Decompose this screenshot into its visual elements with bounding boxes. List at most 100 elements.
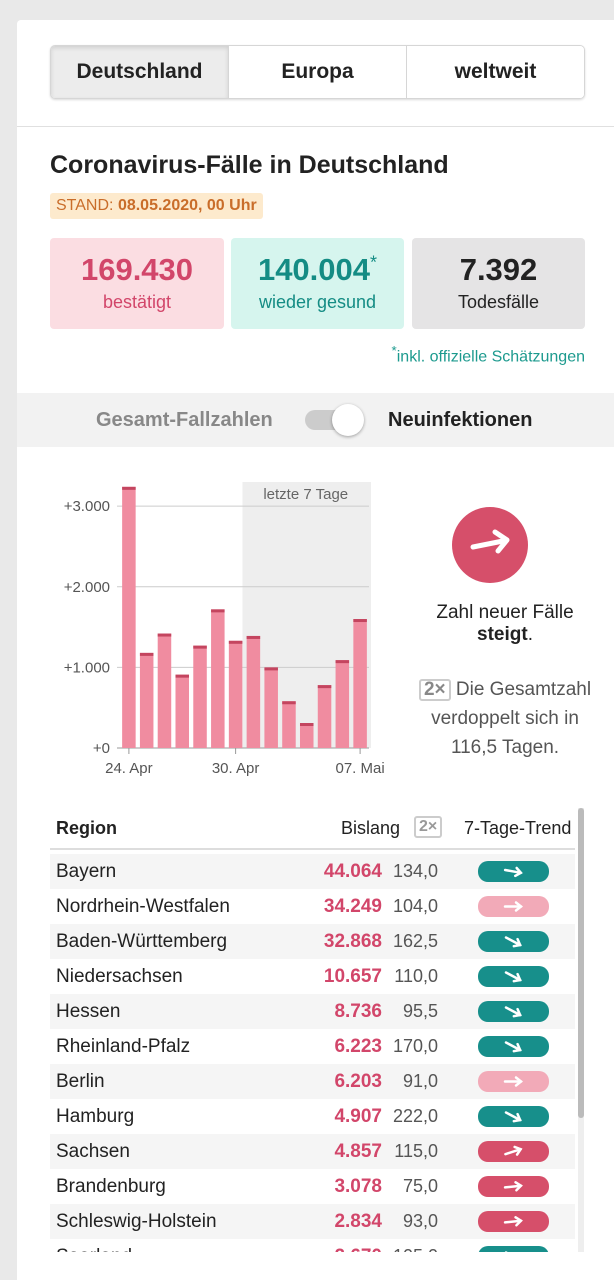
stand-value: 08.05.2020, 00 Uhr [117,197,257,214]
column-header: 7-Tage-Trend [464,818,572,838]
column-header: 2× [414,816,443,838]
stat-mark: * [370,252,378,273]
footnote-text: inkl. offizielle Schätzungen [396,348,585,366]
trend-strong: steigt [477,624,528,645]
bar-cap [246,635,261,639]
column-header: Region [56,818,117,838]
trend-punct: . [527,624,533,645]
doubling-days: 95,5 [402,1001,438,1021]
y-tick-label: +2.000 [64,579,110,596]
stand-badge: STAND: 08.05.2020, 00 Uhr [50,193,263,219]
trend-pill [478,1246,549,1252]
table-row[interactable]: Nordrhein-Westfalen 34.249 104,0 [50,889,575,924]
doubling-badge: 2× [418,679,451,701]
doubling-days: 162,5 [392,931,438,951]
stand-label: STAND: [56,197,114,214]
bar-cap [228,640,243,644]
doubling-days: 105,0 [393,1246,438,1252]
scrollbar[interactable] [578,808,584,1252]
toggle-right[interactable]: Neuinfektionen [388,409,533,431]
stat-deaths: 7.392 Todesfälle [412,238,585,329]
region-name: Sachsen [56,1141,130,1162]
region-name: Hessen [56,1001,121,1022]
region-name: Niedersachsen [56,966,183,987]
trend-pill [478,966,549,987]
trend-pill [478,1211,549,1232]
bar [193,645,207,748]
bar-cap [122,486,136,490]
bar-cap [264,667,278,671]
trend-pill [478,1001,549,1022]
footnote: *inkl. offizielle Schätzungen [392,343,585,366]
stat-label: Todesfälle [457,292,540,312]
card: Deutschland Europa weltweit Coronavirus-… [17,20,614,1280]
bar-cap [211,609,225,613]
bar-cap [299,723,314,727]
trend-pill [478,1071,549,1092]
doubling-days: 93,0 [402,1211,438,1231]
chart: letzte 7 Tage +0 +1.000 +2.000 +3.000 24. Apr… [64,482,385,777]
stat-value: 7.392 [459,252,538,287]
doubling-sentence: Die Gesamtzahl verdoppelt sich in 116,5 … [431,679,592,758]
table-row[interactable]: Niedersachsen 10.657 110,0 [50,959,575,994]
region-name: Baden-Württemberg [56,931,228,952]
y-tick-label: +3.000 [64,498,110,515]
table-row[interactable]: Schleswig-Holstein 2.834 93,0 [50,1204,575,1239]
region-name: Hamburg [56,1106,135,1127]
bar [139,652,154,748]
case-count: 4.907 [334,1106,382,1127]
trend-pill [478,1141,549,1162]
trend-pill [478,861,549,882]
stat-confirmed: 169.430 bestätigt [50,238,224,329]
case-count: 6.203 [334,1071,382,1092]
toggle-left[interactable]: Gesamt-Fallzahlen [96,409,273,431]
table-row[interactable]: Baden-Württemberg 32.868 162,5 [50,924,575,959]
bar [317,685,332,748]
x-tick-label: 07. Mai [336,760,385,777]
tab[interactable]: weltweit [406,46,584,98]
bar-cap [139,652,154,656]
bar [157,633,172,748]
bar [122,486,136,748]
toggle-band: Gesamt-Fallzahlen Neuinfektionen [17,393,614,447]
footnote-mark: * [391,343,397,358]
table-row[interactable]: Sachsen 4.857 115,0 [50,1134,575,1169]
column-header: Bislang [340,818,400,838]
bar-cap [282,701,296,705]
bar [211,609,225,748]
table-row[interactable]: Berlin 6.203 91,0 [50,1064,575,1099]
trend-line: Zahl neuer Fälle [436,602,574,623]
bar [246,635,261,748]
case-count: 2.834 [334,1211,382,1232]
bar [335,660,350,748]
table-row[interactable]: Brandenburg 3.078 75,0 [50,1169,575,1204]
toggle-switch[interactable] [305,404,364,436]
bar [264,667,278,748]
tab[interactable]: Europa [228,46,406,98]
table-row[interactable]: Hamburg 4.907 222,0 [50,1099,575,1134]
bar [282,701,296,748]
y-tick-label: +1.000 [64,659,110,676]
trend-pill [478,931,549,952]
stat-value: 169.430 [80,252,194,287]
table-row[interactable]: Bayern 44.064 134,0 [50,854,575,889]
region-name: Berlin [56,1071,105,1092]
bar-cap [157,633,172,637]
table-row[interactable]: Saarland 2.670 105,0 [50,1239,575,1252]
table-row[interactable]: Rheinland-Pfalz 6.223 170,0 [50,1029,575,1064]
title: Coronavirus-Fälle in Deutschland [50,151,449,179]
table-row[interactable]: Hessen 8.736 95,5 [50,994,575,1029]
doubling-days: 222,0 [392,1106,438,1126]
trend-pill [478,1036,549,1057]
trend-pill [478,1176,549,1197]
stat-recovered: 140.004* wieder gesund [231,238,404,329]
bar [175,674,190,748]
bar [353,619,367,748]
x-tick-label: 30. Apr [212,760,260,777]
bar-cap [175,674,190,678]
doubling-days: 104,0 [392,896,438,916]
doubling-days: 110,0 [394,966,438,986]
tab[interactable]: Deutschland [51,46,228,98]
